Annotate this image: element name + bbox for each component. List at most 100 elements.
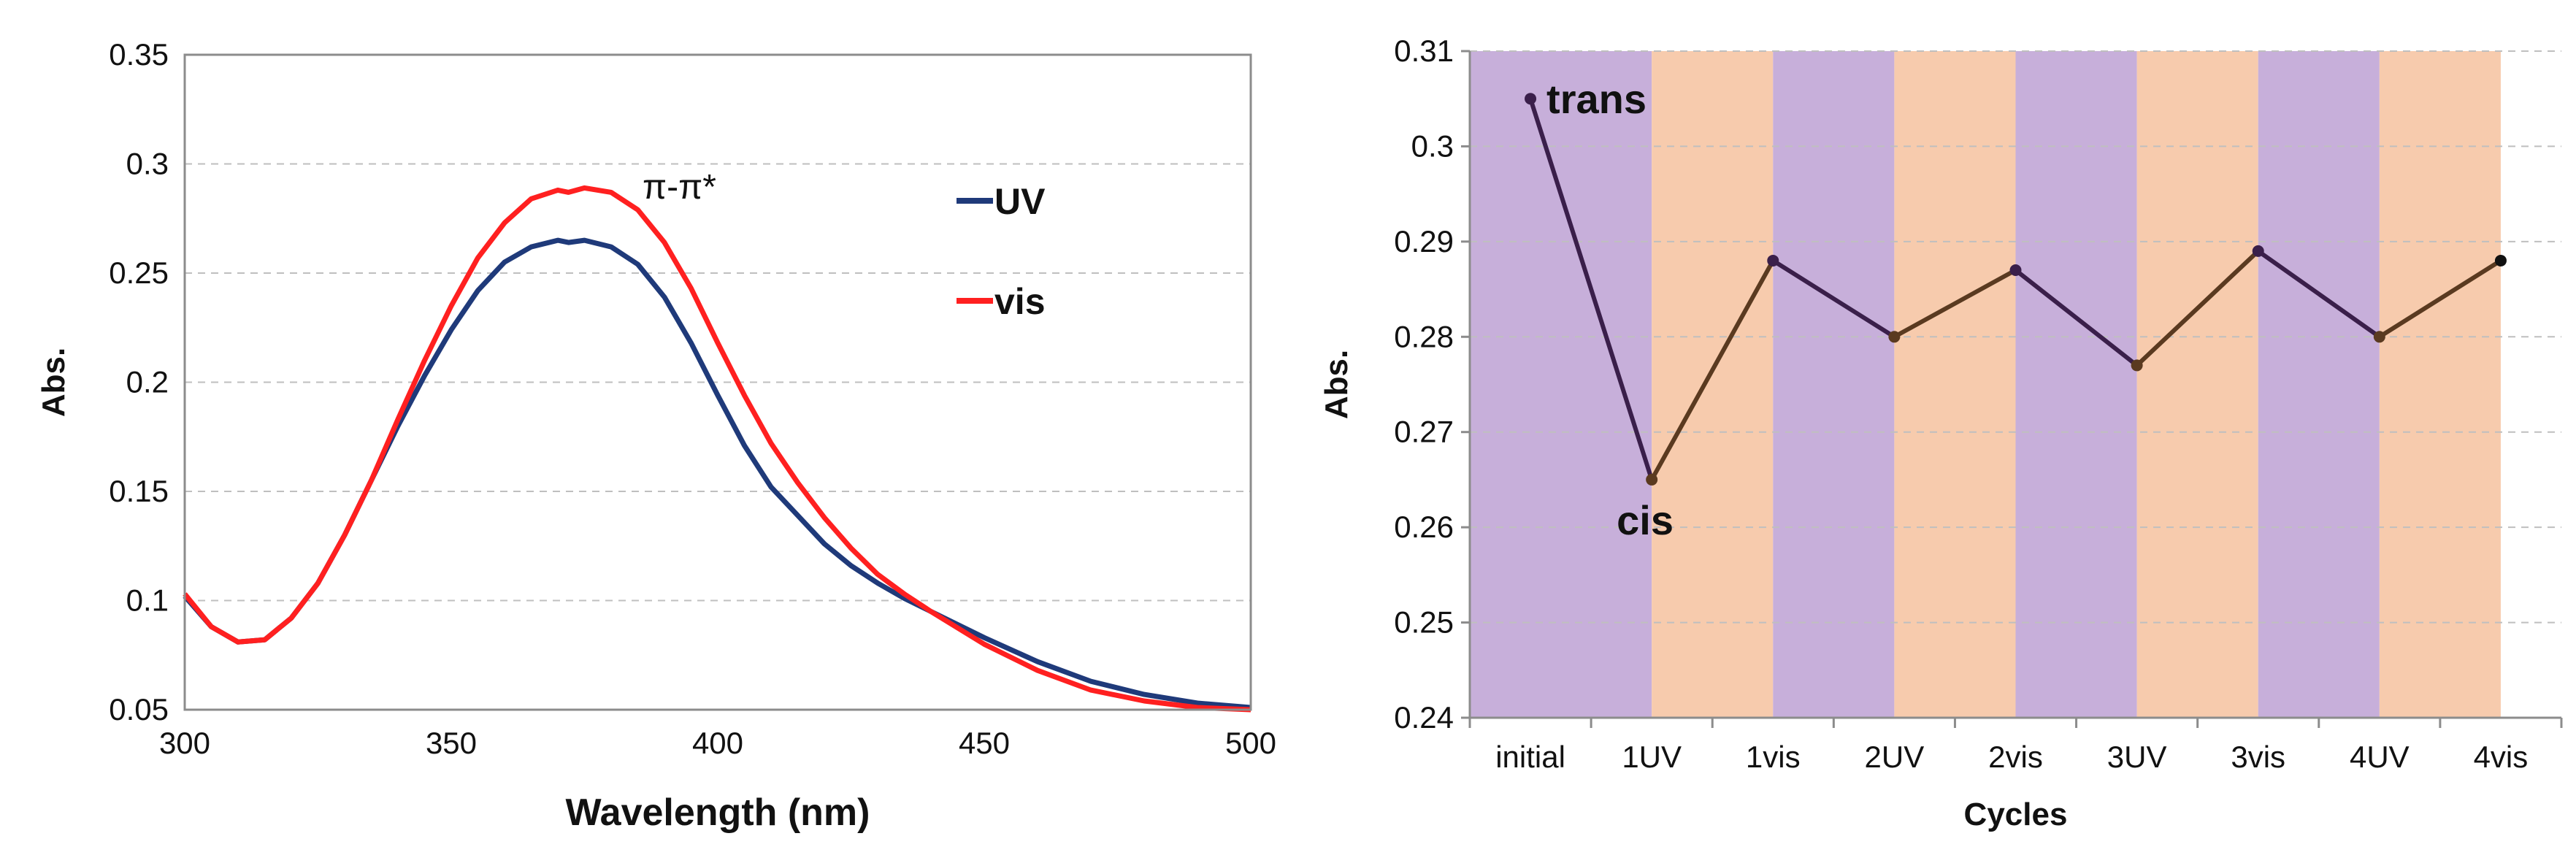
background-bands bbox=[1470, 51, 2501, 718]
data-point-vis bbox=[238, 642, 239, 643]
y-tick-label: 0.31 bbox=[1394, 34, 1454, 68]
data-point-uv bbox=[1144, 694, 1145, 695]
data-point-uv bbox=[451, 329, 452, 330]
band-vis bbox=[2379, 51, 2501, 718]
data-point-vis bbox=[1091, 690, 1092, 691]
data-point-vis bbox=[984, 644, 985, 645]
cis-annotation: cis bbox=[1617, 497, 1674, 543]
data-point-uv bbox=[771, 487, 772, 488]
y-tick-label: 0.3 bbox=[126, 147, 169, 181]
y-tick-label: 0.05 bbox=[109, 692, 169, 726]
data-point-uv bbox=[558, 240, 559, 241]
data-point-vis bbox=[424, 360, 425, 361]
data-point bbox=[2252, 245, 2264, 257]
data-point-uv bbox=[531, 247, 532, 248]
chart-absorption-spectrum: 300 350 400 450 500 0.05 0.1 0.15 0.2 0.25 0.3 0.3… bbox=[36, 37, 1276, 834]
data-point bbox=[1646, 473, 1658, 486]
data-point-uv bbox=[424, 375, 425, 376]
data-point-vis bbox=[744, 395, 745, 396]
data-point bbox=[2373, 331, 2385, 343]
legend-label-vis: vis bbox=[994, 281, 1046, 322]
x-tick-label: initial bbox=[1495, 740, 1565, 774]
data-point-vis bbox=[611, 192, 612, 193]
plot-frame bbox=[183, 53, 1252, 711]
y-tick-label: 0.15 bbox=[109, 474, 169, 508]
x-tick-label: 300 bbox=[159, 726, 210, 760]
grid-lines bbox=[185, 54, 1251, 602]
x-tick-labels: 300 350 400 450 500 bbox=[159, 726, 1276, 760]
series-segment bbox=[1649, 258, 1776, 482]
x-tick-label: 400 bbox=[692, 726, 743, 760]
data-point-vis bbox=[371, 480, 372, 481]
band-vis bbox=[2136, 51, 2258, 718]
data-point-vis bbox=[1144, 701, 1145, 702]
x-tick-label: 350 bbox=[426, 726, 477, 760]
x-tick-label: 1UV bbox=[1622, 740, 1682, 774]
band-vis bbox=[1894, 51, 2016, 718]
x-tick-label: 2UV bbox=[1865, 740, 1925, 774]
chart-switching-cycles: initial 1UV 1vis 2UV 2vis 3UV 3vis 4UV 4vis 0.24… bbox=[1319, 34, 2563, 832]
y-tick-label: 0.29 bbox=[1394, 224, 1454, 258]
x-axis-title: Wavelength (nm) bbox=[566, 791, 870, 834]
data-point-vis bbox=[771, 443, 772, 444]
series-segment bbox=[1771, 258, 1897, 340]
data-point-uv bbox=[744, 445, 745, 446]
band-uv bbox=[2258, 51, 2380, 718]
legend: UV vis bbox=[957, 181, 1046, 322]
data-point-vis bbox=[451, 305, 452, 306]
x-tick-label: 1vis bbox=[1746, 740, 1801, 774]
series-vis bbox=[183, 185, 1251, 713]
data-point bbox=[2131, 359, 2143, 372]
data-point bbox=[1525, 93, 1537, 105]
data-point-vis bbox=[568, 192, 569, 193]
data-point-uv bbox=[1197, 703, 1198, 704]
x-tick-labels: initial 1UV 1vis 2UV 2vis 3UV 3vis 4UV 4vis bbox=[1495, 740, 2528, 774]
data-point-vis bbox=[824, 517, 825, 518]
axes bbox=[1461, 50, 2563, 728]
x-tick-label: 4UV bbox=[2350, 740, 2410, 774]
series-segment bbox=[2134, 248, 2261, 368]
data-point bbox=[2009, 264, 2022, 276]
data-point-vis bbox=[558, 190, 559, 191]
data-point-uv bbox=[1091, 681, 1092, 682]
data-point-uv bbox=[637, 264, 638, 265]
y-tick-label: 0.26 bbox=[1394, 510, 1454, 544]
band-uv bbox=[1773, 51, 1895, 718]
y-tick-label: 0.25 bbox=[1394, 605, 1454, 640]
band-uv bbox=[1470, 51, 1652, 718]
series-line-vis bbox=[183, 185, 1251, 713]
data-point-uv bbox=[664, 296, 665, 297]
data-point-uv bbox=[611, 247, 612, 248]
data-point bbox=[1888, 331, 1901, 343]
series-line-uv bbox=[183, 237, 1251, 710]
x-tick-label: 500 bbox=[1225, 726, 1276, 760]
y-tick-label: 0.1 bbox=[126, 583, 169, 618]
x-tick-label: 3UV bbox=[2107, 740, 2167, 774]
y-tick-label: 0.28 bbox=[1394, 319, 1454, 353]
x-tick-label: 2vis bbox=[1988, 740, 2043, 774]
series-segment bbox=[2377, 258, 2503, 340]
data-point bbox=[1767, 254, 1779, 267]
data-point-vis bbox=[931, 611, 932, 612]
data-point-vis bbox=[664, 242, 665, 243]
data-point-vis bbox=[398, 419, 399, 420]
data-point-uv bbox=[568, 242, 569, 243]
y-tick-label: 0.3 bbox=[1411, 129, 1454, 163]
y-tick-label: 0.27 bbox=[1394, 415, 1454, 449]
band-vis bbox=[1652, 51, 1774, 718]
data-point-uv bbox=[904, 598, 905, 599]
series-uv bbox=[183, 237, 1251, 710]
y-tick-label: 0.25 bbox=[109, 256, 169, 290]
series-segment bbox=[2255, 248, 2382, 340]
x-tick-label: 450 bbox=[959, 726, 1010, 760]
x-tick-label: 3vis bbox=[2231, 740, 2285, 774]
y-tick-label: 0.2 bbox=[126, 365, 169, 399]
y-axis-title: Abs. bbox=[1319, 350, 1354, 419]
y-tick-label: 0.24 bbox=[1394, 700, 1454, 735]
y-tick-labels: 0.05 0.1 0.15 0.2 0.25 0.3 0.35 bbox=[109, 37, 169, 726]
x-axis-title: Cycles bbox=[1964, 797, 2068, 832]
data-point-uv bbox=[824, 543, 825, 544]
pi-pi-star-annotation: π-π* bbox=[643, 168, 716, 207]
y-tick-labels: 0.24 0.25 0.26 0.27 0.28 0.29 0.3 0.31 bbox=[1394, 34, 1454, 735]
